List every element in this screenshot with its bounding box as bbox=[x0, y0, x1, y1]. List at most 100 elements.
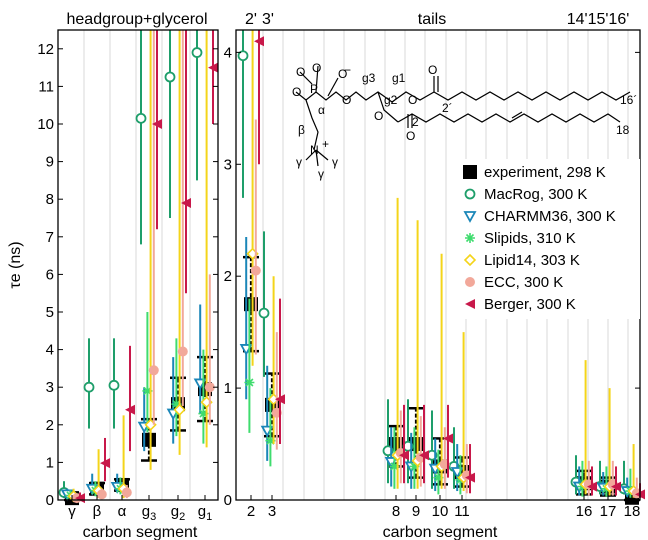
left-x-tick-labels: γ β α g3 g2 g1 bbox=[68, 503, 212, 523]
legend: experiment, 298 K MacRog, 300 K CHARMM36, … bbox=[458, 159, 640, 319]
legend-label: MacRog, 300 K bbox=[484, 186, 587, 203]
left-ytick-label: 12 bbox=[37, 41, 54, 58]
right-xtick-label: 17 bbox=[600, 503, 617, 520]
right-ytick-label: 4 bbox=[224, 44, 232, 61]
label-gamma-1: γ bbox=[296, 155, 302, 169]
point-g2 bbox=[173, 403, 186, 416]
left-x-axis-label: carbon segment bbox=[83, 524, 198, 540]
point-10 bbox=[443, 433, 453, 444]
point-3 bbox=[258, 307, 270, 319]
right-panel-marks bbox=[237, 30, 645, 505]
legend-background bbox=[458, 159, 640, 319]
label-2: 2 bbox=[412, 115, 419, 129]
point-β bbox=[83, 381, 95, 393]
legend-item: Lipid14, 303 K bbox=[463, 252, 580, 269]
left-ytick-label: 7 bbox=[46, 229, 54, 246]
label-g3: g3 bbox=[362, 71, 376, 85]
top-label-3prime: 3' bbox=[262, 11, 274, 28]
point-3 bbox=[265, 435, 276, 446]
point-g2 bbox=[181, 197, 191, 208]
left-panel-frame bbox=[57, 29, 219, 501]
point-9 bbox=[419, 450, 429, 461]
point-2 bbox=[244, 297, 258, 312]
top-label-14-16prime: 14'15'16' bbox=[567, 11, 630, 28]
left-ytick-label: 11 bbox=[38, 78, 54, 95]
legend-label: ECC, 300 K bbox=[484, 274, 563, 291]
atom-P: P bbox=[310, 82, 318, 96]
point-g3 bbox=[142, 385, 153, 396]
atom-O3: O bbox=[296, 65, 305, 79]
label-g2: g2 bbox=[384, 93, 398, 107]
series-slipids bbox=[65, 312, 209, 501]
legend-item: MacRog, 300 K bbox=[464, 186, 587, 203]
series-berger bbox=[75, 30, 218, 504]
label-g1: g1 bbox=[392, 71, 406, 85]
left-xtick-label: g3 bbox=[142, 503, 156, 523]
left-xtick-label: β bbox=[93, 503, 102, 520]
point-3 bbox=[275, 394, 285, 405]
legend-label: CHARMM36, 300 K bbox=[484, 208, 616, 225]
molecule-atom-labels: O P O O O − O g3 g1 g2 O O 2´ 16´ α β O … bbox=[292, 61, 637, 181]
left-ytick-label: 10 bbox=[37, 116, 54, 133]
right-y-axis: 0 1 2 3 4 bbox=[224, 44, 640, 509]
right-xtick-label: 9 bbox=[412, 503, 420, 520]
left-ytick-label: 4 bbox=[46, 342, 54, 359]
legend-marker bbox=[465, 233, 475, 243]
legend-item: Berger, 300 K bbox=[465, 296, 576, 313]
point-g2 bbox=[171, 399, 182, 410]
right-xtick-label: 2 bbox=[247, 503, 255, 520]
label-gamma-3: γ bbox=[318, 167, 324, 181]
point-9 bbox=[409, 461, 420, 472]
point-g1 bbox=[204, 382, 215, 393]
point-16 bbox=[587, 481, 597, 492]
legend-marker bbox=[464, 188, 476, 200]
point-8 bbox=[399, 450, 409, 461]
point-2 bbox=[237, 50, 249, 62]
left-ytick-label: 5 bbox=[46, 304, 54, 321]
atom-minus: − bbox=[344, 63, 351, 77]
right-xtick-label: 16 bbox=[576, 503, 593, 520]
point-10 bbox=[433, 472, 444, 483]
label-18: 18 bbox=[616, 123, 630, 137]
right-xtick-label: 8 bbox=[392, 503, 400, 520]
point-β bbox=[96, 489, 107, 500]
point-g2 bbox=[164, 71, 176, 83]
right-ytick-label: 2 bbox=[224, 268, 232, 285]
point-g1 bbox=[208, 62, 218, 73]
label-gamma-2: γ bbox=[332, 155, 338, 169]
label-16prime: 16´ bbox=[620, 93, 637, 107]
left-xtick-label: g1 bbox=[198, 503, 212, 523]
legend-marker bbox=[463, 253, 477, 267]
left-panel-title: headgroup+glycerol bbox=[67, 11, 208, 28]
point-g3 bbox=[148, 365, 159, 376]
point-11 bbox=[465, 472, 475, 483]
molecule-structure bbox=[295, 65, 631, 167]
series-berger bbox=[254, 30, 645, 500]
legend-label: Slipids, 310 K bbox=[484, 230, 576, 247]
y-axis-label: τe (ns) bbox=[7, 241, 24, 288]
legend-label: experiment, 298 K bbox=[484, 164, 606, 181]
right-x-axis-label: carbon segment bbox=[383, 524, 498, 540]
point-17 bbox=[611, 481, 621, 492]
left-xtick-label: α bbox=[118, 503, 127, 520]
left-ytick-label: 9 bbox=[46, 154, 54, 171]
point-g2 bbox=[177, 346, 188, 357]
legend-marker bbox=[465, 299, 475, 309]
label-alpha: α bbox=[318, 103, 325, 117]
atom-O7: O bbox=[428, 63, 437, 77]
atom-N: N bbox=[310, 143, 319, 157]
point-g3 bbox=[135, 112, 147, 124]
right-xtick-label: 3 bbox=[268, 503, 276, 520]
atom-O6: O bbox=[408, 93, 417, 107]
legend-item: experiment, 298 K bbox=[463, 164, 606, 181]
right-xtick-label: 18 bbox=[624, 503, 641, 520]
atom-O2: O bbox=[292, 85, 301, 99]
atom-O5: O bbox=[342, 93, 351, 107]
legend-label: Berger, 300 K bbox=[484, 296, 576, 313]
point-g1 bbox=[198, 408, 209, 419]
left-ytick-label: 1 bbox=[46, 454, 54, 471]
left-ytick-label: 3 bbox=[46, 379, 54, 396]
left-ytick-label: 6 bbox=[46, 266, 54, 283]
